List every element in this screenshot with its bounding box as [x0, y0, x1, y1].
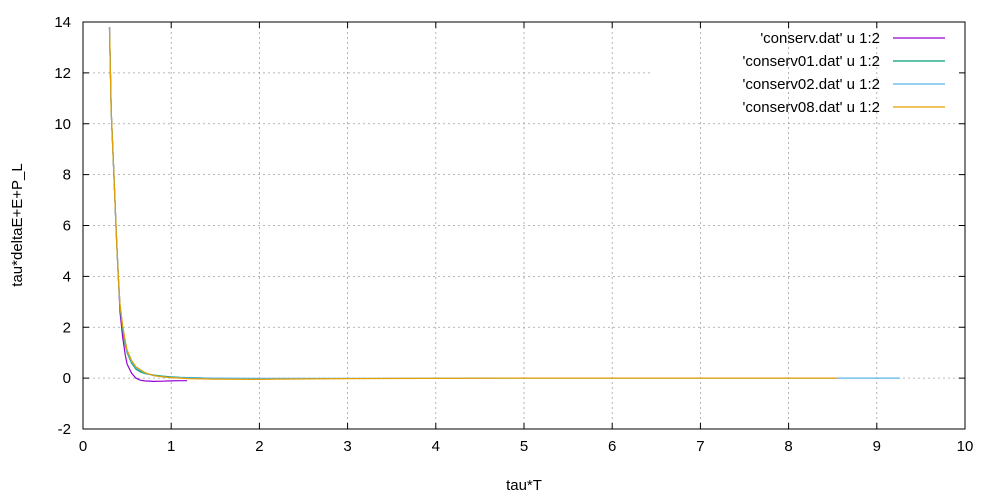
y-tick-label: 8 [63, 167, 71, 184]
series-line-0 [108, 27, 188, 383]
x-tick-label: 0 [79, 438, 87, 455]
y-tick-label: 12 [54, 65, 71, 82]
y-axis-label: tau*deltaE+E+P_L [9, 163, 26, 286]
series-lines [108, 27, 900, 383]
x-axis-label: tau*T [506, 477, 542, 494]
legend-label-1: 'conserv01.dat' u 1:2 [743, 53, 880, 70]
legend-label-3: 'conserv08.dat' u 1:2 [743, 99, 880, 116]
y-tick-label: 14 [54, 14, 71, 31]
x-tick-label: 2 [255, 438, 263, 455]
legend: 'conserv.dat' u 1:2 'conserv01.dat' u 1:2… [743, 30, 945, 116]
series-line-3 [108, 27, 838, 381]
y-tick-label: 6 [63, 218, 71, 235]
legend-label-2: 'conserv02.dat' u 1:2 [743, 76, 880, 93]
y-tick-label: 4 [63, 268, 71, 285]
y-tick-label: 2 [63, 319, 71, 336]
legend-label-0: 'conserv.dat' u 1:2 [760, 30, 880, 47]
y-tick-label: -2 [58, 421, 71, 438]
x-tick-label: 7 [696, 438, 704, 455]
x-tick-label: 6 [608, 438, 616, 455]
y-tick-label: 10 [54, 116, 71, 133]
x-tick-label: 10 [957, 438, 974, 455]
x-tick-label: 1 [167, 438, 175, 455]
y-tick-label: 0 [63, 370, 71, 387]
x-tick-label: 4 [432, 438, 440, 455]
x-tick-label: 3 [343, 438, 351, 455]
x-tick-label: 5 [520, 438, 528, 455]
x-tick-label: 9 [873, 438, 881, 455]
series-line-1 [108, 27, 203, 379]
x-tick-label: 8 [784, 438, 792, 455]
